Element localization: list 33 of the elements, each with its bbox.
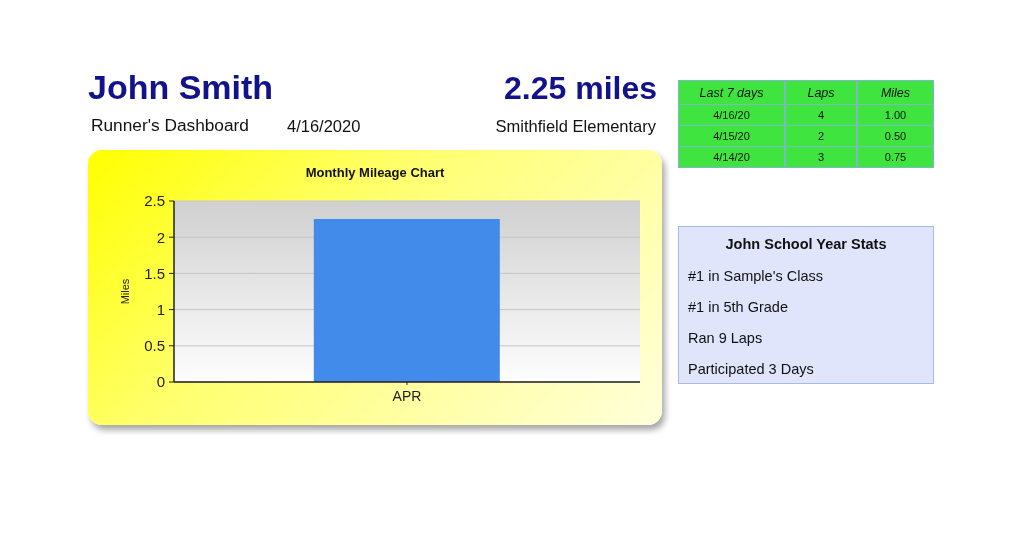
table-cell: 4/15/20 — [678, 125, 785, 147]
chart-title: Monthly Mileage Chart — [305, 165, 445, 180]
text: 2.25 miles — [504, 70, 657, 106]
text: Participated 3 Days — [688, 361, 814, 377]
category-label: Miles — [880, 85, 911, 100]
text: #1 in 5th Grade — [688, 299, 788, 315]
text: #1 in Sample's Class — [688, 268, 823, 284]
text: John School Year Stats — [725, 236, 887, 252]
y-tick-label: 0.5 — [144, 337, 165, 355]
table-cell: 0.75 — [857, 146, 934, 168]
table-cell: 2 — [785, 125, 857, 147]
y-tick-label: 2 — [156, 228, 165, 246]
y-tick-label: 1.5 — [144, 264, 165, 282]
header-cell: Miles — [857, 80, 934, 105]
table-cell: 3 — [785, 146, 857, 168]
table-cell: 4/14/20 — [678, 146, 785, 168]
text: John Smith — [88, 68, 274, 106]
y-tick-label: 1 — [156, 300, 165, 318]
table-cell: 0.50 — [857, 125, 934, 147]
text: Ran 9 Laps — [688, 330, 763, 346]
table-cell: 1.00 — [857, 104, 934, 126]
x-tick-label: APR — [392, 387, 422, 404]
table-cell: 4/16/20 — [678, 104, 785, 126]
table-cell: 4 — [785, 104, 857, 126]
text: Runner's Dashboard — [91, 115, 249, 135]
header-cell: Last 7 days — [678, 80, 785, 105]
y-axis-title: Miles — [119, 278, 131, 305]
text: 4/16/2020 — [287, 117, 361, 135]
category-label: Laps — [807, 85, 835, 100]
text: Smithfield Elementary — [495, 117, 656, 135]
y-tick-label: 2.5 — [144, 192, 165, 210]
header-cell: Laps — [785, 80, 857, 105]
y-tick-label: 0 — [156, 373, 165, 391]
